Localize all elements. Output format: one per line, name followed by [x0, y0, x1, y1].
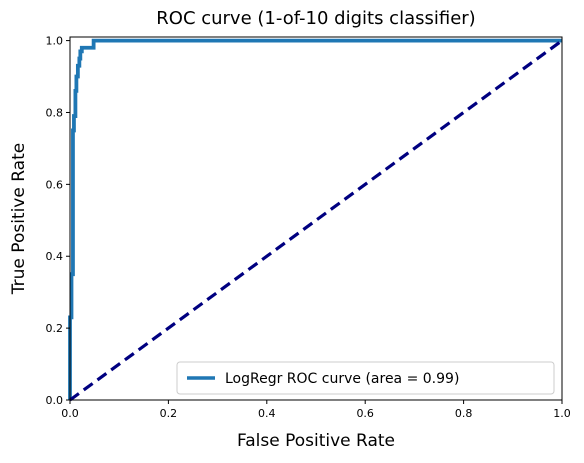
x-tick-label: 0.2 — [160, 407, 178, 420]
plot-area — [68, 38, 563, 402]
chance-diagonal-line — [69, 39, 563, 402]
y-tick-label: 0.8 — [46, 106, 64, 119]
y-axis-label: True Positive Rate — [9, 143, 29, 295]
y-tick-label: 0.4 — [46, 250, 64, 263]
x-tick-label: 0.4 — [258, 407, 276, 420]
legend-box — [176, 361, 555, 395]
legend-label-logregr: LogRegr ROC curve (area = 0.99) — [225, 371, 459, 387]
roc-curve-line — [68, 38, 562, 400]
chart-title: ROC curve (1-of-10 digits classifier) — [156, 8, 475, 29]
x-axis-label: False Positive Rate — [237, 431, 395, 451]
legend: LogRegr ROC curve (area = 0.99) — [176, 361, 555, 395]
y-tick-label: 1.0 — [46, 35, 64, 48]
x-tick-label: 0.0 — [61, 407, 79, 420]
x-tick-label: 1.0 — [553, 407, 571, 420]
y-tick-label: 0.0 — [46, 394, 64, 407]
plot-frame — [69, 36, 563, 401]
y-tick-label: 0.6 — [46, 178, 64, 191]
x-tick-label: 0.8 — [455, 407, 473, 420]
x-tick-label: 0.6 — [356, 407, 374, 420]
y-tick-label: 0.2 — [46, 322, 64, 335]
axis-ticks: 0.0 0.2 0.4 0.6 0.8 1.0 0.0 0.2 0.4 0.6 0.8 1.0 — [46, 35, 571, 420]
